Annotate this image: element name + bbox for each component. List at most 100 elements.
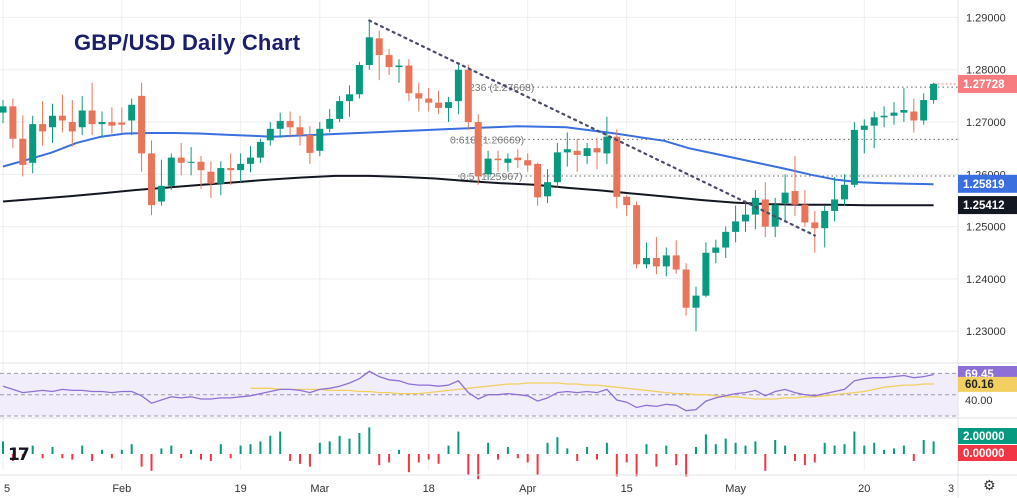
hist-bar-up [754, 441, 757, 454]
hist-bar-up [695, 447, 697, 454]
candle-up [187, 161, 195, 163]
hist-bar-up [734, 442, 737, 454]
candle-up [78, 110, 86, 128]
hist-bar-up [774, 440, 777, 454]
hist-bar-up [724, 438, 727, 454]
candle-down [138, 95, 146, 154]
hist-bar-up [160, 448, 163, 454]
hist-bar-down [11, 454, 14, 461]
y-tick-label: 1.27000 [966, 117, 1006, 129]
candle-down [415, 93, 423, 99]
hist-bar-up [31, 445, 34, 454]
hist-bar-down [576, 454, 579, 461]
candle-down [68, 122, 76, 132]
settings-gear-icon[interactable]: ⚙ [983, 478, 996, 494]
rsi-axis-label: 40.00 [965, 395, 993, 407]
fib-levels: .236 (1.27668)0.618 (1.26669)0.5 (1.2596… [450, 82, 958, 183]
candle-up [850, 129, 858, 185]
hist-bar-down [180, 454, 183, 459]
hist-bar-down [764, 454, 767, 471]
candle-up [712, 247, 720, 253]
candle-down [286, 120, 294, 128]
candle-up [326, 118, 334, 129]
x-tick-label: Feb [112, 483, 131, 495]
hist-bar-up [239, 445, 242, 454]
x-tick-label: Mar [310, 483, 329, 495]
hist-bar-down [378, 454, 381, 466]
rsi-ma-badge [958, 376, 1017, 392]
fib-level-label: 0.618 (1.26669) [450, 134, 524, 146]
hist-bar-up [120, 449, 123, 454]
candle-down [652, 258, 660, 267]
last-price-label: 1.27728 [963, 79, 1005, 91]
candle-up [266, 128, 274, 141]
hist-bar-up [81, 445, 84, 454]
candle-down [306, 135, 314, 153]
hist-bar-down [308, 454, 311, 467]
hist-bar-up [833, 445, 836, 454]
candle-up [742, 214, 749, 222]
tradingview-logo-icon[interactable]: 17 [8, 445, 30, 465]
candle-up [276, 120, 284, 129]
hist-bar-down [813, 454, 816, 463]
candle-down [385, 55, 393, 68]
hist-bar-down [497, 454, 499, 460]
candle-up [454, 69, 462, 102]
hist-bar-up [338, 435, 341, 454]
candle-down [573, 150, 581, 155]
candle-up [237, 163, 245, 171]
candle-down [801, 204, 809, 223]
hist-bar-down [407, 454, 410, 473]
hist-bar-down [685, 454, 688, 477]
x-tick-label: May [725, 483, 746, 495]
hist-bar-down [516, 454, 519, 459]
candle-down [425, 98, 433, 103]
hist-bar-up [101, 449, 103, 454]
hist-bar-down [110, 454, 113, 459]
hist-bar-down [299, 454, 301, 464]
hist-bar-up [704, 434, 707, 454]
hist-bar-up [645, 444, 648, 454]
downtrend-line [368, 19, 816, 237]
candle-down [474, 122, 482, 177]
x-tick-label: Apr [519, 483, 536, 495]
hist-bar-up [853, 431, 856, 454]
candle-up [722, 231, 730, 248]
hist-bar-up [932, 441, 935, 454]
candle-down [197, 161, 205, 171]
candle-down [761, 199, 769, 227]
candle-up [49, 115, 56, 128]
chart-title: GBP/USD Daily Chart [74, 30, 301, 55]
candle-down [672, 255, 680, 270]
candle-up [504, 158, 512, 163]
hist-bar-down [655, 454, 658, 467]
candle-up [98, 122, 106, 125]
histogram-pane [2, 427, 935, 480]
candle-up [841, 184, 848, 200]
hist-bar-up [744, 445, 747, 454]
candle-down [494, 158, 502, 161]
hist-bar-down [150, 454, 153, 471]
candle-up [256, 141, 264, 158]
hist-bar-down [41, 454, 44, 459]
hist-bar-down [675, 454, 678, 466]
candle-down [524, 160, 532, 166]
hist-bar-down [289, 454, 292, 461]
hist-bar-up [823, 442, 826, 454]
candle-down [58, 115, 66, 121]
hist-bar-up [922, 440, 925, 454]
candle-down [148, 153, 155, 206]
x-tick-label: 5 [4, 483, 10, 495]
rsi-line [2, 370, 934, 412]
hist-bar-up [784, 445, 787, 454]
hist-bar-up [447, 445, 450, 454]
candle-up [870, 117, 878, 126]
hist-bar-down [71, 454, 74, 460]
hist-bar-up [368, 427, 371, 454]
rsi-ma-label: 60.16 [965, 379, 994, 391]
trendline [368, 19, 816, 237]
candle-down [811, 222, 819, 229]
hist-top-badge [958, 428, 1017, 444]
candle-down [613, 136, 621, 197]
